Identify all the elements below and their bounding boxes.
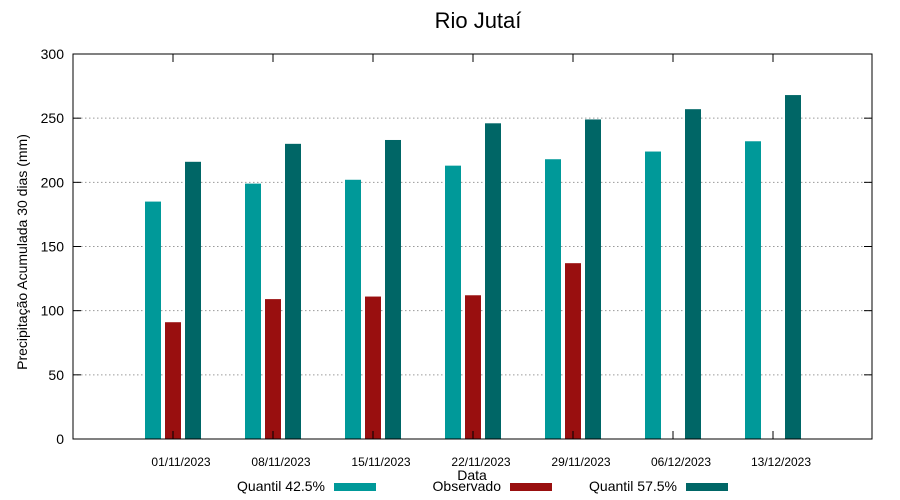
y-tick-label: 50: [48, 367, 64, 383]
bars: [145, 95, 801, 440]
y-tick-label: 0: [56, 431, 64, 447]
legend-swatch: [334, 483, 376, 491]
bar-quantil-57-5: [685, 109, 701, 439]
bar-quantil-42-5: [245, 183, 261, 439]
x-tick-label: 22/11/2023: [451, 455, 510, 469]
legend-label: Quantil 42.5%: [237, 478, 325, 494]
bar-quantil-57-5: [285, 143, 301, 440]
y-tick-label: 300: [41, 46, 65, 62]
x-tick-label: 13/12/2023: [751, 455, 811, 469]
legend: Quantil 42.5% Observado Quantil 57.5%: [237, 478, 728, 494]
bar-quantil-57-5: [585, 119, 601, 439]
y-axis-label: Precipitação Acumulada 30 dias (mm): [14, 134, 30, 370]
bar-quantil-57-5: [485, 123, 501, 440]
grid: [73, 117, 872, 376]
bar-quantil-42-5: [745, 141, 761, 439]
x-ticks: 01/11/2023 08/11/2023 15/11/2023 22/11/2023…: [151, 54, 811, 469]
bar-quantil-57-5: [185, 161, 201, 440]
legend-label: Quantil 57.5%: [589, 478, 677, 494]
y-tick-label: 150: [41, 239, 65, 255]
x-tick-label: 15/11/2023: [351, 455, 410, 469]
x-tick-label: 01/11/2023: [151, 455, 210, 469]
bar-observado: [265, 299, 281, 439]
x-tick-label: 08/11/2023: [251, 455, 310, 469]
bar-quantil-42-5: [145, 201, 161, 439]
x-tick-label: 06/12/2023: [651, 455, 711, 469]
bar-quantil-42-5: [645, 151, 661, 440]
bar-quantil-42-5: [345, 179, 361, 439]
legend-label: Observado: [433, 478, 502, 494]
y-tick-label: 250: [41, 110, 65, 126]
bar-quantil-57-5: [385, 139, 401, 439]
bar-quantil-42-5: [445, 165, 461, 439]
bar-quantil-57-5: [785, 95, 801, 440]
bar-observado: [465, 295, 481, 439]
y-tick-label: 200: [41, 174, 65, 190]
y-tick-label: 100: [41, 303, 65, 319]
x-tick-label: 29/11/2023: [551, 455, 610, 469]
chart-title: Rio Jutaí: [435, 8, 522, 33]
x-axis-label: Data: [457, 467, 487, 483]
legend-swatch: [510, 483, 552, 491]
bar-observado: [165, 322, 181, 439]
bar-observado: [365, 296, 381, 439]
bar-observado: [565, 263, 581, 439]
bar-quantil-42-5: [545, 159, 561, 439]
y-ticks: 0 50 100 150 200 250 300: [41, 46, 872, 447]
legend-swatch: [686, 483, 728, 491]
